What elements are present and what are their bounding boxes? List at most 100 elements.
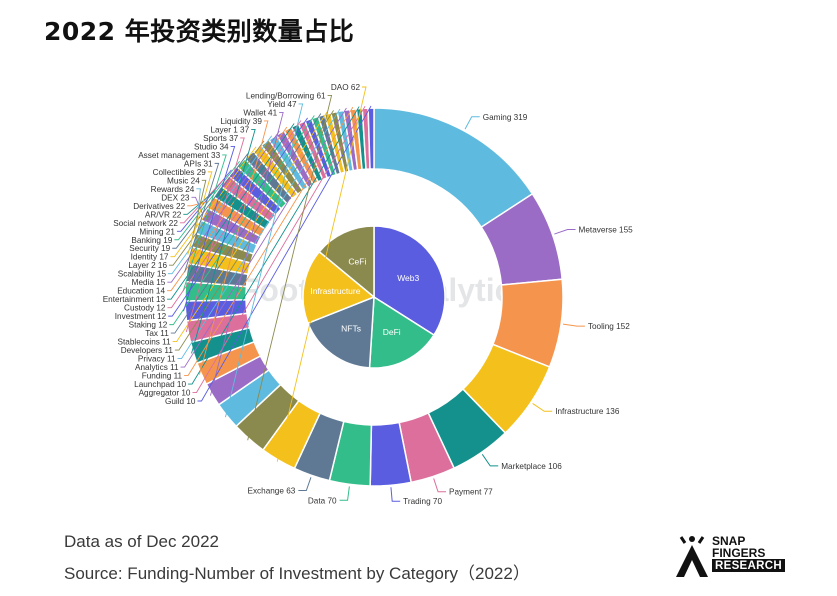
inner-label-defi: DeFi (383, 327, 401, 337)
outer-label-ar-vr: AR/VR 22 (145, 210, 182, 219)
leader-line-collectibles (187, 171, 213, 255)
leader-line-banking (174, 160, 240, 241)
brand-logo: SNAP FINGERS RESEARCH (672, 533, 797, 578)
data-date-note: Data as of Dec 2022 (64, 532, 219, 551)
outer-label-dex: DEX 23 (161, 193, 190, 202)
outer-label-launchpad: Launchpad 10 (134, 380, 186, 389)
leader-line-layer-1 (191, 128, 256, 354)
leader-line-layer-2 (169, 140, 265, 266)
brand-line-2: FINGERS (712, 546, 766, 560)
leader-line-tax (170, 113, 322, 334)
outer-label-layer-1: Layer 1 37 (210, 125, 249, 134)
leader-line-security (172, 153, 249, 249)
outer-label-mining: Mining 21 (139, 227, 175, 236)
outer-label-media: Media 15 (132, 278, 166, 287)
leader-line-metaverse (554, 228, 576, 235)
outer-label-stablecoins: Stablecoins 11 (118, 338, 172, 347)
leader-line-funding (184, 106, 354, 376)
leader-lines (167, 86, 585, 502)
outer-label-guild: Guild 10 (165, 397, 196, 406)
leader-line-marketplace (481, 454, 499, 467)
leader-line-custody (167, 120, 302, 309)
outer-labels: Gaming 319 Metaverse 155 Tooling 152 Infras… (103, 83, 633, 506)
outer-label-infrastructure: Infrastructure 136 (555, 407, 620, 416)
brand-figure-icon (676, 536, 708, 577)
leader-line-music (191, 179, 207, 240)
leader-line-liquidity (199, 120, 269, 375)
outer-label-gaming: Gaming 319 (483, 113, 528, 122)
leader-line-lending-borrowing (247, 95, 333, 441)
leader-line-dex (191, 196, 203, 214)
outer-label-tax: Tax 11 (145, 329, 169, 338)
leader-line-investment (168, 117, 308, 317)
outer-label-yield: Yield 47 (267, 100, 297, 109)
inner-slice-infrastructure (302, 250, 376, 325)
outer-label-scalability: Scalability 15 (118, 270, 167, 279)
outer-label-metaverse: Metaverse 155 (579, 225, 634, 234)
leader-line-infrastructure (532, 403, 553, 412)
leader-line-payment (433, 478, 447, 493)
outer-label-analytics: Analytics 11 (135, 363, 179, 372)
outer-label-studio: Studio 34 (194, 142, 229, 151)
inner-slice-nfts (307, 295, 375, 369)
brand-line-3: RESEARCH (712, 559, 785, 572)
outer-label-aggregator: Aggregator 10 (139, 389, 191, 398)
outer-label-layer-2: Layer 2 16 (128, 261, 167, 270)
outer-label-staking: Staking 12 (129, 321, 168, 330)
leader-line-privacy (177, 108, 341, 360)
outer-label-sports: Sports 37 (203, 134, 238, 143)
leader-line-stablecoins (172, 111, 328, 343)
leader-line-exchange (298, 477, 312, 492)
leader-line-analytics (180, 107, 347, 368)
leader-line-yield (225, 103, 304, 418)
brand-line-1: SNAP (712, 534, 746, 548)
leader-line-scalability (168, 135, 273, 275)
leader-line-education (167, 126, 288, 292)
leader-line-apis (184, 162, 220, 273)
outer-label-identity: Identity 17 (131, 253, 169, 262)
leader-line-studio (183, 145, 236, 312)
inner-label-infrastructure: Infrastructure (310, 286, 360, 296)
outer-label-security: Security 19 (129, 244, 170, 253)
leader-line-data (339, 486, 350, 501)
outer-label-lending-borrowing: Lending/Borrowing 61 (246, 91, 326, 100)
inner-label-cefi: CeFi (348, 257, 366, 267)
leader-line-tooling (562, 323, 585, 327)
inner-label-nfts: NFTs (341, 324, 361, 334)
inner-label-web3: Web3 (397, 273, 419, 283)
leader-line-media (167, 130, 280, 283)
outer-label-entertainment: Entertainment 13 (103, 295, 166, 304)
outer-label-banking: Banking 19 (131, 236, 172, 245)
outer-label-custody: Custody 12 (124, 304, 166, 313)
leader-line-asset-management (182, 154, 227, 292)
leader-line-staking (169, 115, 315, 326)
source-note: Source: Funding-Number of Investment by … (64, 564, 530, 583)
leader-line-aggregator (192, 105, 366, 393)
outer-label-asset-management: Asset management 33 (138, 151, 220, 160)
leader-line-social-network (179, 179, 224, 224)
leader-line-dao (276, 86, 367, 462)
outer-label-collectibles: Collectibles 29 (153, 168, 207, 177)
inner-labels: Web3 DeFi NFTs Infrastructure CeFi (310, 257, 419, 337)
leader-line-gaming (464, 116, 480, 130)
outer-label-trading: Trading 70 (403, 497, 442, 506)
inner-slice-defi (368, 295, 435, 369)
leader-line-ar-vr (183, 189, 216, 215)
leader-line-sports (185, 137, 245, 333)
outer-label-marketplace: Marketplace 106 (501, 462, 562, 471)
nested-donut-chart: Footprint Analytics Gaming 319Metaverse … (103, 83, 633, 506)
leader-line-guild (197, 105, 372, 402)
outer-label-privacy: Privacy 11 (138, 355, 176, 364)
outer-label-tooling: Tooling 152 (588, 322, 630, 331)
outer-label-derivatives: Derivatives 22 (133, 202, 185, 211)
outer-label-education: Education 14 (117, 287, 165, 296)
outer-label-funding: Funding 11 (142, 372, 183, 381)
leader-line-wallet (210, 112, 284, 396)
leader-line-trading (390, 487, 401, 502)
outer-label-liquidity: Liquidity 39 (220, 117, 262, 126)
outer-label-dao: DAO 62 (331, 83, 361, 92)
outer-label-apis: APIs 31 (184, 159, 213, 168)
outer-label-exchange: Exchange 63 (248, 487, 296, 496)
inner-pie (302, 225, 446, 369)
leader-line-launchpad (188, 106, 360, 385)
